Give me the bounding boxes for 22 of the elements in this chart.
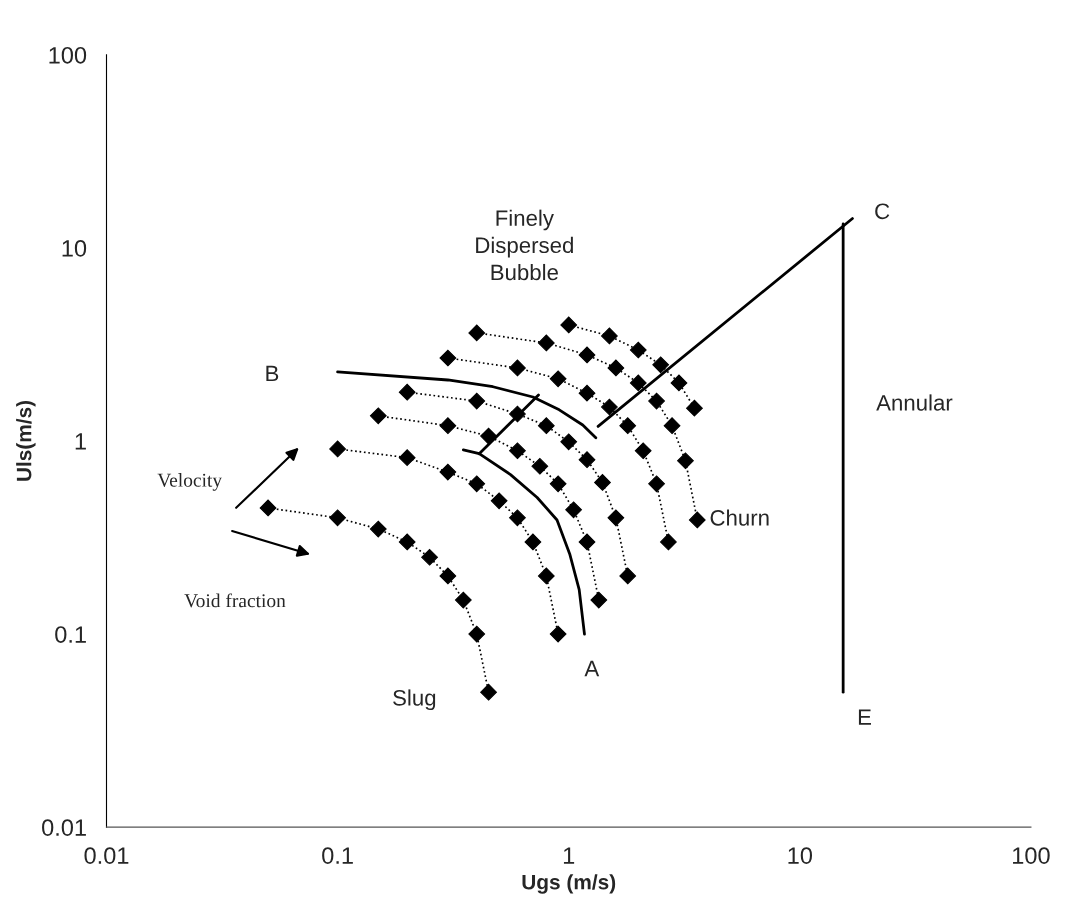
annotation: B (266, 365, 279, 382)
y-tick-label: 100 (49, 46, 87, 64)
annotation: Slug (393, 689, 436, 711)
x-tick-label: 0.01 (84, 847, 129, 864)
y-tick-label: 0.1 (55, 626, 86, 643)
annotation: Churn (710, 509, 769, 526)
x-tick-label: 10 (788, 847, 813, 864)
y-tick-label: 0.01 (42, 819, 86, 836)
x-axis-title: Ugs (m/s) (522, 874, 616, 894)
annotation: E (858, 709, 871, 725)
y-axis-title: Uls(m/s) (16, 400, 36, 481)
annotation: C (875, 203, 890, 220)
y-tick-label: 10 (62, 239, 87, 257)
annotation: A (584, 660, 600, 677)
x-tick-label: 1 (563, 847, 575, 864)
annotation: Void fraction (184, 593, 286, 608)
annotation: Finely Dispersed Bubble (476, 209, 573, 281)
annotation: Velocity (157, 473, 223, 491)
x-tick-label: 0.1 (322, 847, 353, 864)
annotation: Annular (876, 394, 953, 411)
x-tick-label: 100 (1013, 847, 1050, 864)
y-tick-label: 1 (75, 433, 86, 450)
